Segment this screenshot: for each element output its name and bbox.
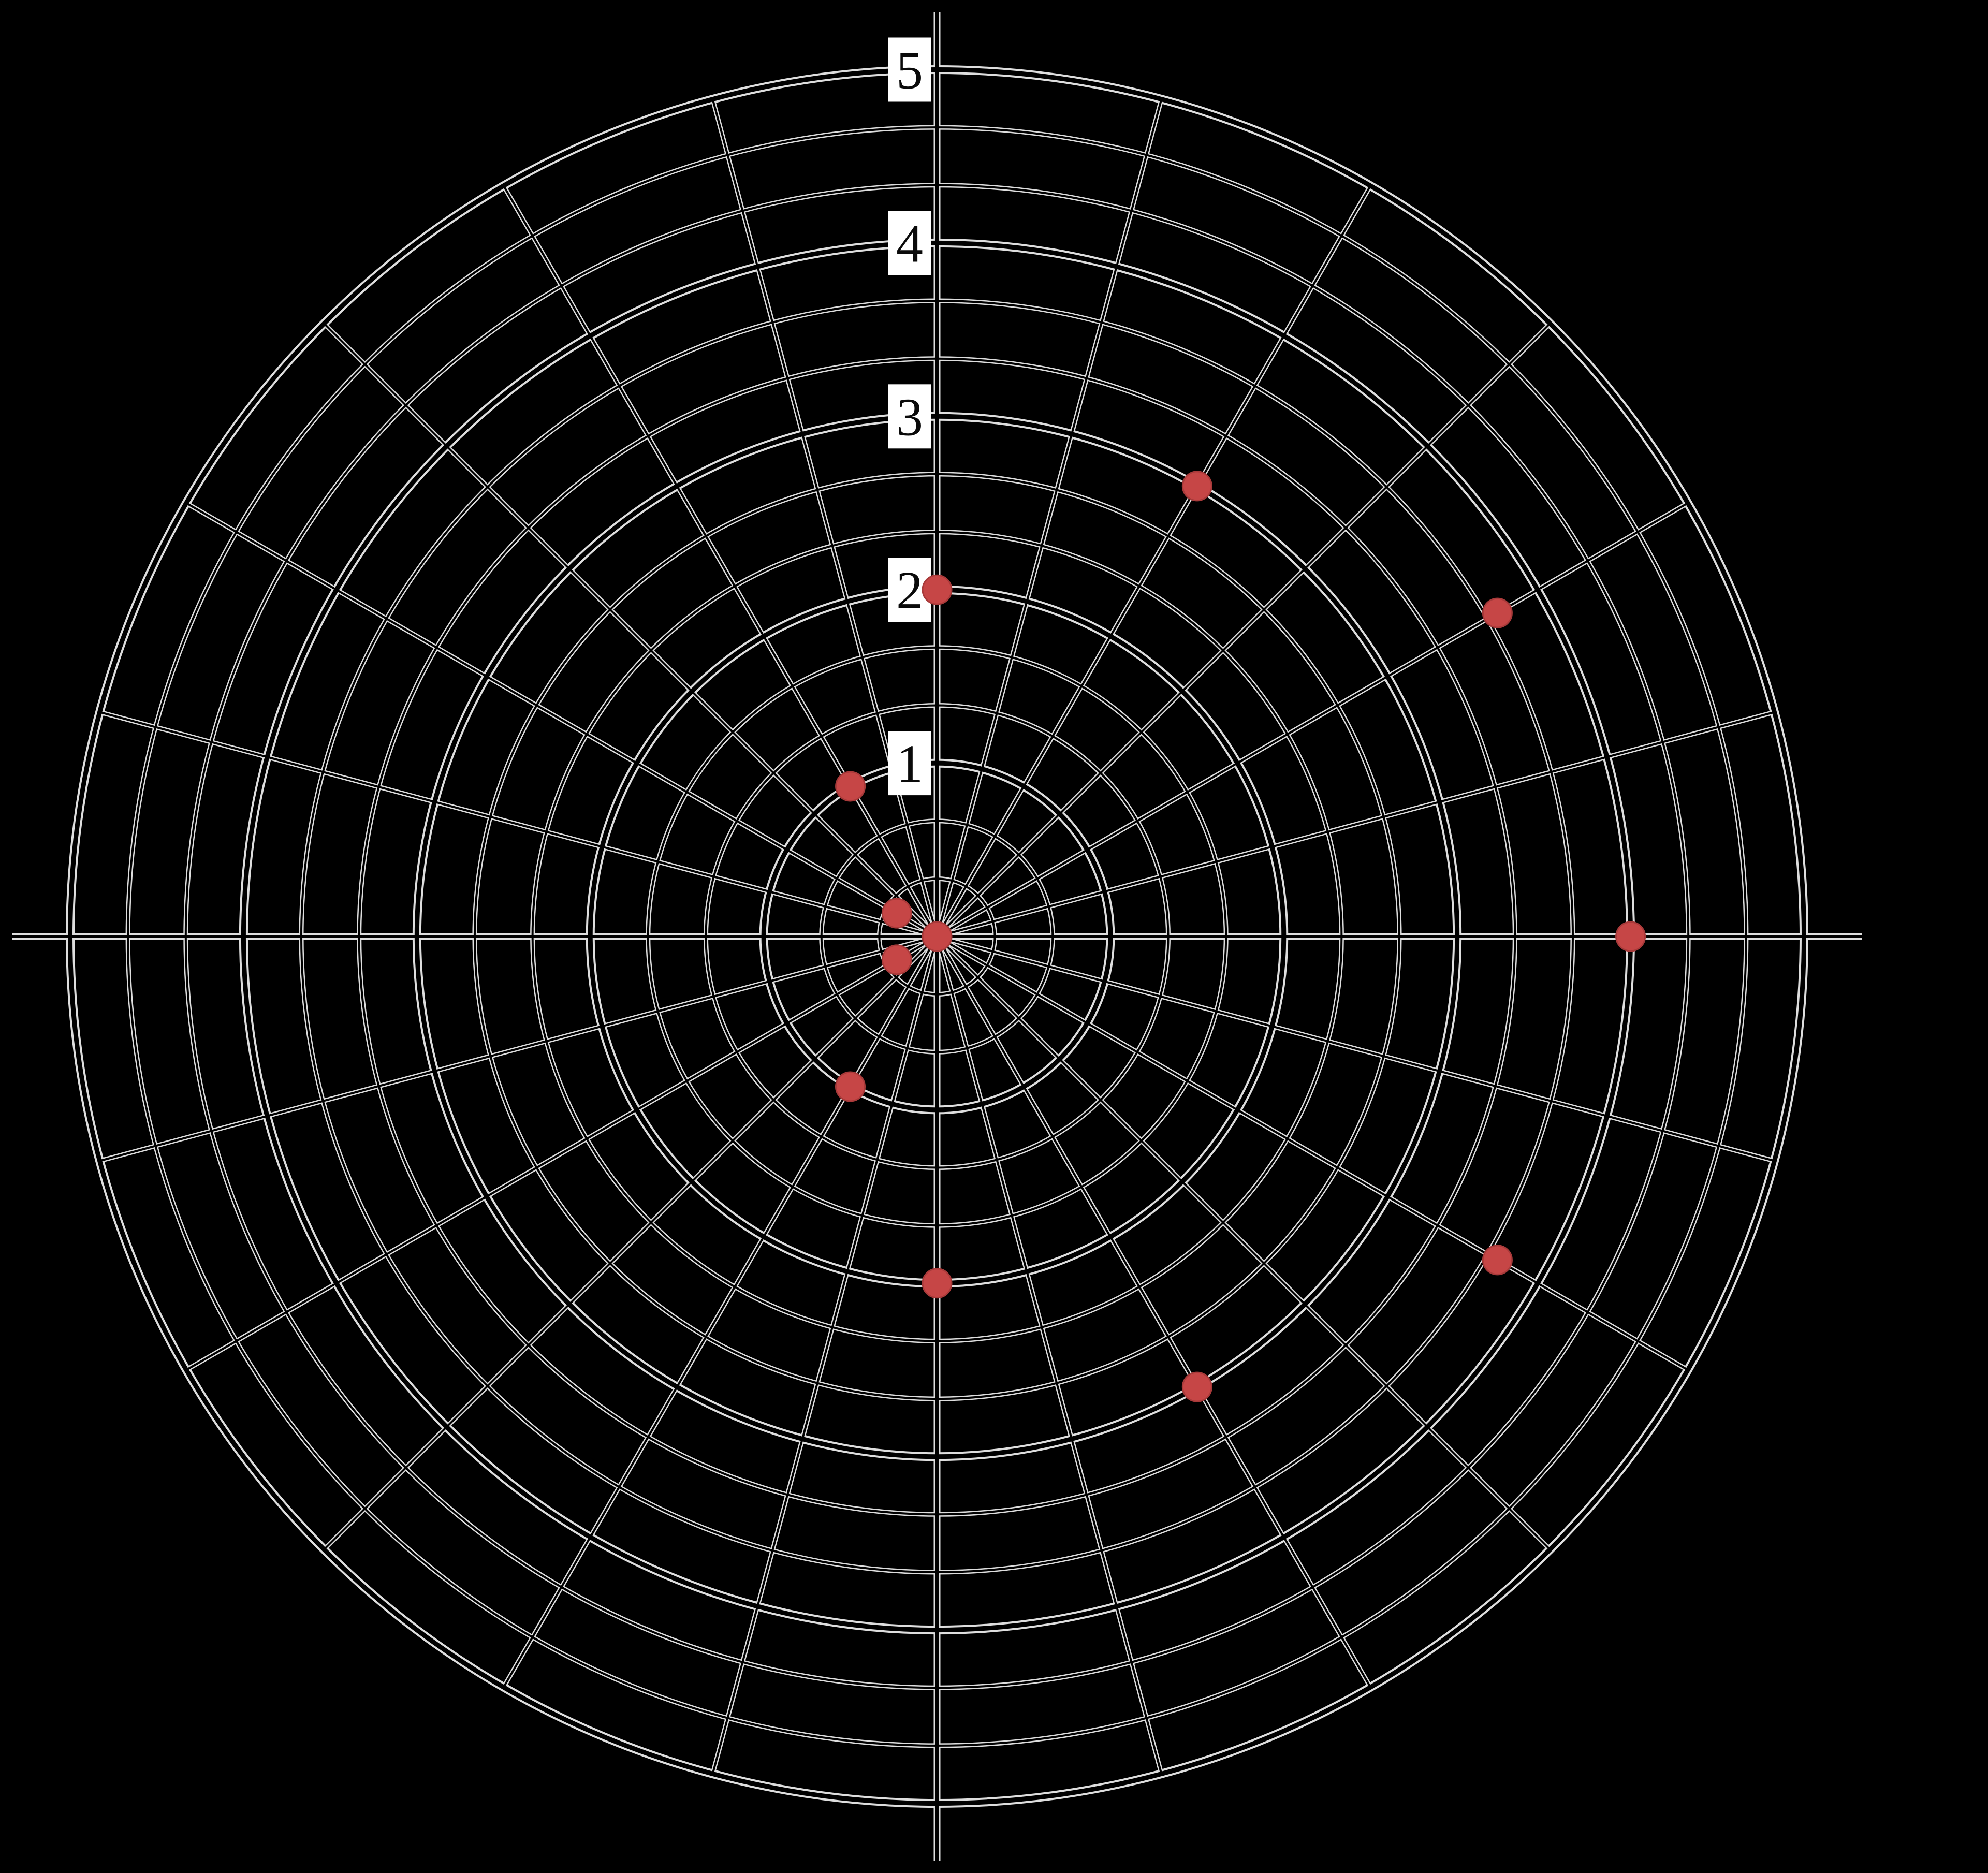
grid-spoke xyxy=(936,185,1371,937)
data-point-theta-210 xyxy=(881,944,912,975)
radial-tick-label-bg-1 xyxy=(888,731,931,796)
data-point-theta-60 xyxy=(1181,471,1212,502)
radial-tick-label-bg-4 xyxy=(888,211,931,275)
grid-spoke xyxy=(323,935,938,1550)
data-point-theta-270 xyxy=(922,1268,953,1299)
grid-spoke xyxy=(503,185,938,937)
grid-spoke xyxy=(936,935,1371,1688)
data-point-theta-180 xyxy=(922,921,953,952)
radial-tick-label-bg-5 xyxy=(888,37,931,102)
data-point-theta-30 xyxy=(1482,597,1513,628)
grid-spoke xyxy=(99,935,938,1162)
grid-spoke xyxy=(936,935,1551,1550)
data-point-theta-150 xyxy=(881,898,912,929)
radial-tick-label-5: 5 xyxy=(896,41,923,100)
grid-spoke xyxy=(936,99,1163,937)
data-point-theta-300 xyxy=(1181,1371,1212,1402)
grid-spoke xyxy=(711,936,938,1774)
grid-spoke xyxy=(936,323,1551,938)
grid-spoke xyxy=(936,935,1689,1371)
grid-spoke xyxy=(936,936,1163,1774)
grid-spoke xyxy=(711,99,938,937)
radial-tick-label-4: 4 xyxy=(896,214,923,273)
radial-tick-labels: 1 2 3 4 5 xyxy=(888,37,931,796)
radial-tick-label-bg-3 xyxy=(888,384,931,449)
radial-tick-label-2: 2 xyxy=(896,561,923,620)
radial-tick-label-1: 1 xyxy=(896,734,923,794)
data-point-theta-90 xyxy=(922,574,953,605)
data-points xyxy=(835,471,1646,1402)
grid-spoke xyxy=(503,935,938,1688)
data-point-theta-120 xyxy=(835,771,866,802)
radial-tick-label-3: 3 xyxy=(896,387,923,447)
grid-spoke xyxy=(937,935,1775,1162)
grid-spoke xyxy=(99,711,938,938)
data-point-theta-0 xyxy=(1615,921,1646,952)
grid-spoke xyxy=(185,502,938,938)
data-point-theta-330 xyxy=(1482,1245,1513,1276)
data-point-theta-240 xyxy=(835,1071,866,1102)
grid-spoke xyxy=(936,502,1689,938)
grid-spoke xyxy=(185,935,938,1371)
grid-spoke xyxy=(323,323,938,938)
grid-spoke xyxy=(937,711,1775,938)
